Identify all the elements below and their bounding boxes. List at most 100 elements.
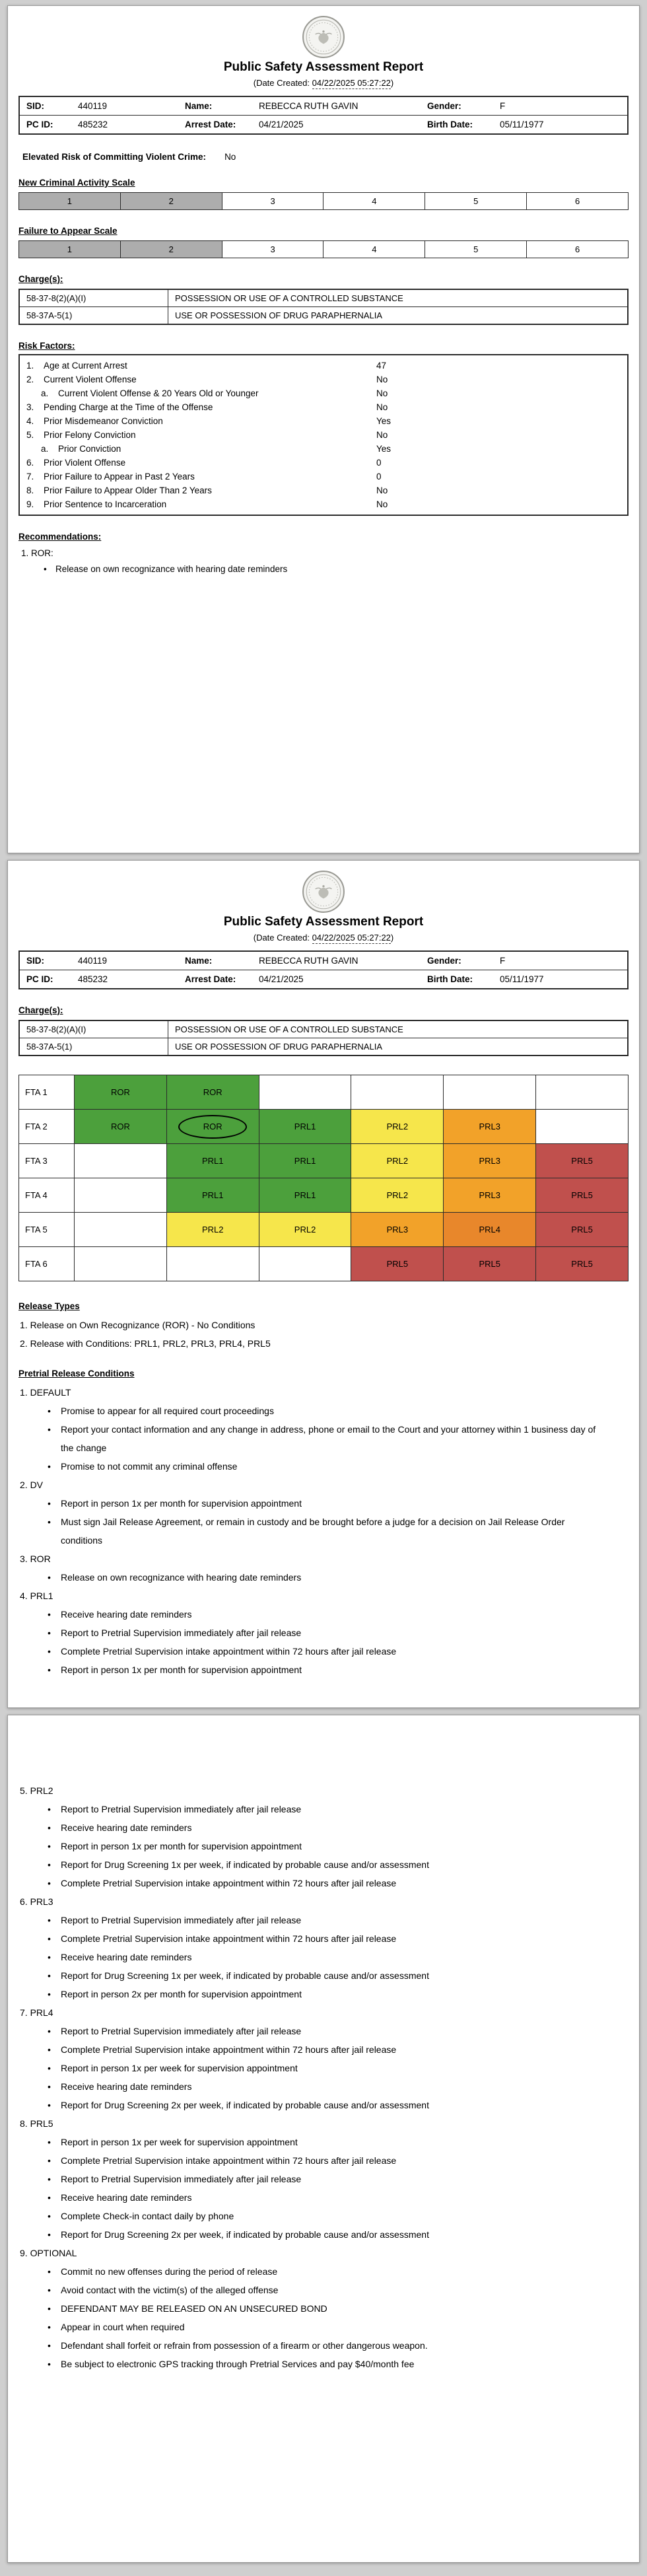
condition-bullet: Report for Drug Screening 1x per week, i…: [48, 1966, 605, 1985]
arrest-date-label: Arrest Date:: [185, 974, 236, 984]
matrix-cell: [74, 1246, 167, 1281]
charge-row: 58-37-8(2)(A)(I) POSSESSION OR USE OF A …: [20, 1021, 627, 1038]
matrix-cell: PRL5: [351, 1246, 444, 1281]
matrix-row: FTA 3 PRL1 PRL1 PRL2 PRL3 PRL5: [18, 1143, 629, 1178]
nca-scale-bar: 1 2 3 4 5 6: [18, 192, 629, 210]
condition-bullet: Complete Pretrial Supervision intake app…: [48, 1642, 605, 1661]
date-created: (Date Created: 04/22/2025 05:27:22): [253, 78, 394, 89]
gender-value: F: [500, 956, 506, 966]
matrix-cell: PRL5: [535, 1246, 629, 1281]
gender-label: Gender:: [427, 956, 461, 966]
release-decision-matrix: FTA 1 ROR ROR FTA 2 ROR ROR PRL1 PRL2 PR…: [18, 1075, 629, 1281]
risk-factor-value: No: [376, 485, 388, 495]
matrix-cell: PRL3: [443, 1178, 537, 1213]
condition-bullet: Report in person 1x per month for superv…: [48, 1661, 605, 1679]
condition-bullet: Promise to appear for all required court…: [48, 1402, 605, 1420]
charge-description: USE OR POSSESSION OF DRUG PARAPHERNALIA: [175, 310, 382, 320]
condition-heading: 1. DEFAULT: [20, 1387, 71, 1398]
arrest-date-value: 04/21/2025: [259, 120, 304, 129]
condition-bullet: DEFENDANT MAY BE RELEASED ON AN UNSECURE…: [48, 2299, 605, 2318]
name-value: REBECCA RUTH GAVIN: [259, 101, 358, 111]
matrix-cell: [351, 1075, 444, 1110]
fta-scale-cell: 4: [323, 241, 425, 258]
charges-table: 58-37-8(2)(A)(I) POSSESSION OR USE OF A …: [18, 289, 629, 325]
risk-factor-value: No: [376, 375, 388, 384]
identity-table: SID: 440119 Name: REBECCA RUTH GAVIN Gen…: [18, 950, 629, 989]
nca-scale-heading: New Criminal Activity Scale: [18, 178, 135, 188]
condition-bullet: Report for Drug Screening 2x per week, i…: [48, 2096, 605, 2114]
condition-bullet: Complete Pretrial Supervision intake app…: [48, 2040, 605, 2059]
state-seal-icon: [302, 16, 345, 58]
arrest-date-value: 04/21/2025: [259, 974, 304, 984]
fta-scale-bar: 1 2 3 4 5 6: [18, 240, 629, 258]
matrix-cell: [258, 1246, 352, 1281]
condition-bullet: Report to Pretrial Supervision immediate…: [48, 1624, 605, 1642]
identity-row-1: SID: 440119 Name: REBECCA RUTH GAVIN Gen…: [20, 97, 627, 115]
condition-heading: 6. PRL3: [20, 1896, 53, 1907]
condition-heading: 2. DV: [20, 1480, 44, 1490]
risk-factor-row: 4. Prior Misdemeanor Conviction Yes: [20, 414, 627, 428]
condition-bullet: Report to Pretrial Supervision immediate…: [48, 1911, 605, 1929]
matrix-cell: PRL1: [166, 1143, 259, 1178]
nca-scale-cell: 1: [19, 193, 120, 209]
condition-bullet: Be subject to electronic GPS tracking th…: [48, 2355, 605, 2373]
condition-bullet: Report in person 1x per month for superv…: [48, 1837, 605, 1855]
risk-factor-value: No: [376, 499, 388, 509]
identity-row-2: PC ID: 485232 Arrest Date: 04/21/2025 Bi…: [20, 970, 627, 988]
page-1: Public Safety Assessment Report (Date Cr…: [7, 5, 640, 853]
name-value: REBECCA RUTH GAVIN: [259, 956, 358, 966]
pcid-label: PC ID:: [26, 974, 53, 984]
risk-factor-value: No: [376, 430, 388, 440]
condition-bullet: Avoid contact with the victim(s) of the …: [48, 2281, 605, 2299]
charge-row: 58-37A-5(1) USE OR POSSESSION OF DRUG PA…: [20, 306, 627, 324]
risk-factor-row: 5. Prior Felony Conviction No: [20, 428, 627, 442]
matrix-cell: PRL5: [535, 1178, 629, 1213]
gender-label: Gender:: [427, 101, 461, 111]
condition-bullet: Report to Pretrial Supervision immediate…: [48, 2170, 605, 2188]
matrix-cell: ROR: [74, 1109, 167, 1144]
matrix-row-label: FTA 6: [18, 1246, 75, 1281]
arrest-date-label: Arrest Date:: [185, 120, 236, 129]
matrix-cell: PRL2: [351, 1143, 444, 1178]
matrix-cell: PRL5: [535, 1212, 629, 1247]
nca-scale-cell: 2: [119, 193, 222, 209]
condition-heading: 4. PRL1: [20, 1591, 53, 1601]
matrix-row-label: FTA 1: [18, 1075, 75, 1110]
risk-factor-value: 47: [376, 361, 387, 371]
condition-bullet: Appear in court when required: [48, 2318, 605, 2336]
condition-heading: 5. PRL2: [20, 1785, 53, 1796]
charges-table: 58-37-8(2)(A)(I) POSSESSION OR USE OF A …: [18, 1020, 629, 1056]
condition-bullet: Report to Pretrial Supervision immediate…: [48, 2022, 605, 2040]
risk-factor-row: 7. Prior Failure to Appear in Past 2 Year…: [20, 470, 627, 483]
state-seal-icon: [302, 871, 345, 913]
matrix-cell: PRL2: [258, 1212, 352, 1247]
elevated-risk-line: Elevated Risk of Committing Violent Crim…: [22, 152, 629, 162]
condition-bullet: Release on own recognizance with hearing…: [48, 1568, 605, 1587]
charge-code: 58-37-8(2)(A)(I): [20, 1021, 168, 1038]
nca-scale-cell: 3: [221, 193, 324, 209]
condition-bullet: Complete Pretrial Supervision intake app…: [48, 2151, 605, 2170]
condition-bullet: Commit no new offenses during the period…: [48, 2262, 605, 2281]
matrix-row: FTA 2 ROR ROR PRL1 PRL2 PRL3: [18, 1109, 629, 1144]
condition-bullet: Receive hearing date reminders: [48, 2188, 605, 2207]
risk-factor-subrow: a. Prior Conviction Yes: [20, 442, 627, 456]
fta-scale-cell: 2: [119, 241, 222, 258]
risk-factor-row: 3. Pending Charge at the Time of the Offe…: [20, 400, 627, 414]
sid-label: SID:: [26, 956, 44, 966]
condition-bullet: Report to Pretrial Supervision immediate…: [48, 1800, 605, 1818]
risk-factor-row: 8. Prior Failure to Appear Older Than 2 Y…: [20, 483, 627, 497]
birth-date-label: Birth Date:: [427, 120, 473, 129]
condition-bullet: Receive hearing date reminders: [48, 1605, 605, 1624]
elevated-risk-label: Elevated Risk of Committing Violent Crim…: [22, 152, 207, 162]
document-header: Public Safety Assessment Report (Date Cr…: [18, 15, 629, 89]
sid-label: SID:: [26, 101, 44, 111]
pcid-label: PC ID:: [26, 120, 53, 129]
condition-bullet: Complete Pretrial Supervision intake app…: [48, 1929, 605, 1948]
matrix-cell: ROR: [166, 1075, 259, 1110]
condition-bullet: Report in person 1x per week for supervi…: [48, 2059, 605, 2077]
birth-date-value: 05/11/1977: [500, 974, 544, 984]
pcid-value: 485232: [78, 974, 108, 984]
fta-scale-cell: 5: [425, 241, 526, 258]
page-2: Public Safety Assessment Report (Date Cr…: [7, 860, 640, 1708]
identity-table: SID: 440119 Name: REBECCA RUTH GAVIN Gen…: [18, 96, 629, 135]
